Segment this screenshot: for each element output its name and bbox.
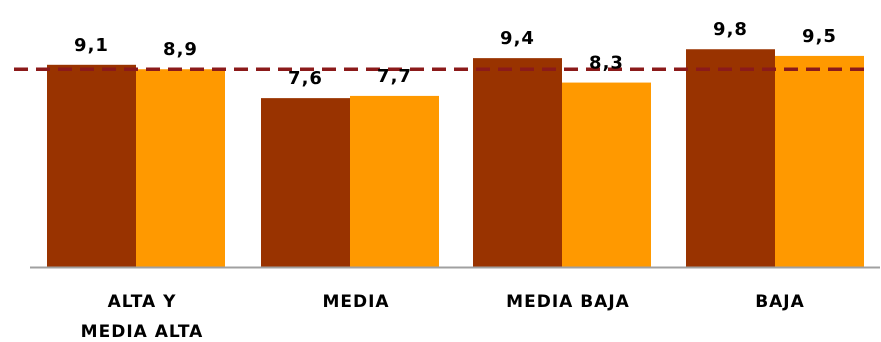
category-label-4-line1: BAJA: [755, 292, 805, 312]
bar-series1-4: [686, 49, 775, 267]
bar-series2-1: [136, 69, 225, 267]
bar-series2-3: [562, 82, 651, 267]
bar-series1-2: [261, 98, 350, 268]
data-label-series2-1: 8,9: [163, 39, 198, 60]
data-label-series2-4: 9,5: [802, 26, 837, 47]
category-label-1-line1: ALTA Y: [108, 292, 177, 312]
bar-series2-2: [350, 95, 439, 267]
data-label-series1-4: 9,8: [713, 19, 748, 40]
bar-series2-4: [775, 55, 864, 267]
data-label-series2-2: 7,7: [377, 66, 412, 87]
category-label-2-line1: MEDIA: [322, 292, 389, 312]
data-label-series1-1: 9,1: [74, 35, 109, 56]
bar-series1-1: [47, 64, 136, 267]
data-label-series1-3: 9,4: [500, 28, 535, 49]
category-label-3-line1: MEDIA BAJA: [506, 292, 630, 312]
data-label-series1-2: 7,6: [288, 68, 323, 89]
bar-series1-3: [473, 58, 562, 267]
data-label-series2-3: 8,3: [589, 53, 624, 74]
category-label-1-line2: MEDIA ALTA: [81, 322, 204, 342]
